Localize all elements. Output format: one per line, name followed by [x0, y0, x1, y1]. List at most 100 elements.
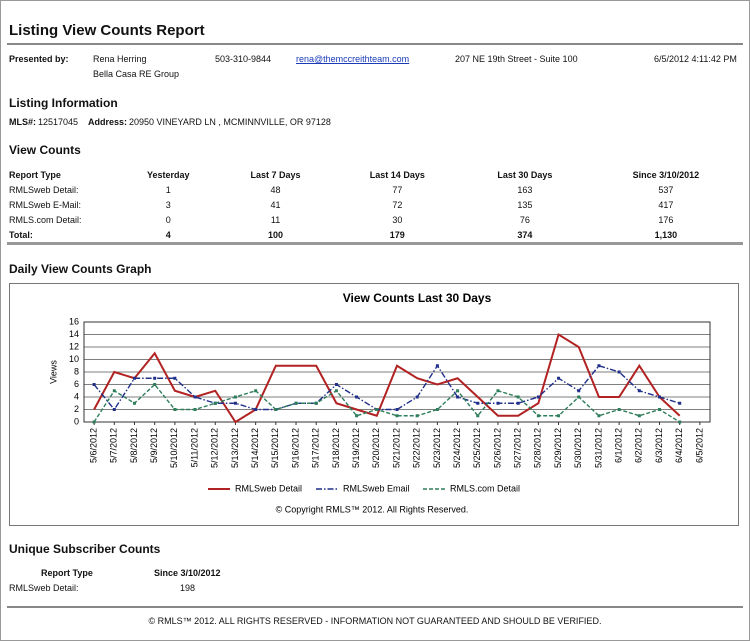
x-tick-label: 5/18/2012 — [331, 428, 341, 468]
section-title: View Counts — [9, 143, 81, 157]
table-cell: 0 — [165, 214, 171, 225]
table-cell: RMLS.com Detail: — [9, 214, 82, 225]
presenter-phone: 503-310-9844 — [215, 54, 272, 64]
point-marker — [193, 395, 197, 399]
point-marker — [92, 420, 96, 424]
point-marker — [637, 389, 641, 393]
presenter-label: Presented by: — [9, 54, 69, 64]
point-marker — [617, 370, 621, 374]
table-cell: 1,130 — [588, 227, 743, 245]
point-marker — [132, 401, 136, 405]
x-tick-label: 5/11/2012 — [189, 428, 199, 467]
point-marker — [435, 364, 439, 368]
point-marker — [355, 414, 359, 418]
x-tick-label: 6/4/2012 — [674, 428, 684, 463]
point-marker — [92, 383, 96, 386]
x-tick-label: 5/25/2012 — [472, 428, 482, 468]
y-tick-label: 14 — [69, 329, 79, 339]
chart-title: View Counts Last 30 Days — [343, 291, 492, 305]
table-row: Total: 4 100 179 374 1,130 — [7, 227, 743, 245]
y-axis-label: Views — [48, 360, 58, 384]
y-tick-label: 16 — [69, 316, 79, 326]
point-marker — [536, 414, 540, 418]
y-tick-label: 8 — [74, 366, 79, 376]
point-marker — [375, 408, 379, 411]
point-marker — [132, 376, 136, 380]
report-title: Listing View Counts Report — [9, 22, 205, 39]
table-row: RMLSweb Detail: 1 48 77 163 537 — [7, 182, 743, 197]
y-tick-label: 2 — [74, 404, 79, 414]
table-cell: 48 — [270, 184, 281, 195]
x-tick-label: 5/13/2012 — [230, 428, 240, 468]
table-cell: RMLSweb E-Mail: — [9, 199, 82, 210]
chart: View Counts Last 30 Days Views 0 2 4 6 8 10 12 14… — [48, 291, 711, 514]
point-marker — [314, 401, 318, 405]
y-tick-label: 6 — [74, 379, 79, 389]
chart-frame: View Counts Last 30 Days Views 0 2 4 6 8 10 12 14… — [9, 283, 739, 526]
view-counts-table: Report Type Yesterday Last 7 Days Last 14 D… — [7, 167, 743, 245]
table-cell: 30 — [392, 214, 403, 225]
x-tick-label: 5/15/2012 — [270, 428, 280, 468]
table-cell: 41 — [270, 199, 281, 210]
x-tick-label: 5/7/2012 — [109, 428, 119, 463]
table-cell: 417 — [658, 199, 674, 210]
point-marker — [274, 408, 278, 411]
series-line — [93, 364, 680, 411]
point-marker — [516, 395, 520, 399]
table-cell: Last 7 Days — [250, 169, 301, 180]
series-line — [93, 332, 681, 424]
point-marker — [233, 395, 237, 399]
point-marker — [193, 408, 197, 411]
table-cell: 11 — [270, 214, 281, 225]
x-tick-label: 5/23/2012 — [432, 428, 442, 468]
mls-number: 12517045 — [38, 117, 79, 127]
point-marker — [213, 401, 217, 405]
table-cell: Last 30 Days — [497, 169, 553, 180]
listing-address: 20950 VINEYARD LN , MCMINNVILLE, OR 9712… — [129, 117, 331, 127]
x-tick-label: 5/29/2012 — [553, 428, 563, 468]
presenter-email[interactable]: rena@themccreithteam.com — [296, 54, 410, 64]
table-cell: 4 — [119, 227, 218, 245]
point-marker — [617, 408, 621, 411]
legend-label: RMLS.com Detail — [450, 483, 520, 493]
table-cell: 176 — [658, 214, 674, 225]
table-cell: Total: — [7, 227, 119, 245]
x-tick-label: 5/21/2012 — [391, 428, 401, 468]
x-tick-label: 5/16/2012 — [290, 428, 300, 468]
legend-label: RMLSweb Detail — [235, 483, 302, 493]
point-marker — [112, 408, 116, 411]
x-tick-label: 5/10/2012 — [169, 428, 179, 468]
point-marker — [476, 401, 480, 405]
point-marker — [395, 414, 399, 418]
section-title: Listing Information — [9, 96, 118, 110]
x-tick-label: 5/20/2012 — [371, 428, 381, 468]
point-marker — [557, 414, 561, 418]
x-tick-label: 5/26/2012 — [492, 428, 502, 468]
point-marker — [637, 414, 641, 418]
mls-label: MLS#: — [9, 117, 36, 127]
x-tick-label: 5/12/2012 — [210, 428, 220, 468]
point-marker — [334, 383, 338, 386]
table-cell: 179 — [333, 227, 462, 245]
table-row: RMLSweb E-Mail: 3 41 72 135 417 — [7, 197, 743, 212]
report-date: 6/5/2012 4:11:42 PM — [654, 54, 737, 64]
point-marker — [153, 376, 157, 380]
point-marker — [536, 395, 540, 399]
point-marker — [577, 389, 581, 393]
point-marker — [435, 408, 439, 411]
x-tick-label: 5/30/2012 — [573, 428, 583, 468]
point-marker — [456, 395, 460, 399]
section-title: Unique Subscriber Counts — [9, 542, 161, 556]
table-cell: Report Type — [9, 169, 61, 180]
x-tick-label: 5/22/2012 — [412, 428, 422, 468]
x-tick-label: 5/14/2012 — [250, 428, 260, 468]
table-cell: 537 — [658, 184, 674, 195]
table-cell: 135 — [517, 199, 533, 210]
point-marker — [173, 408, 177, 411]
table-cell: Since 3/10/2012 — [632, 169, 700, 180]
chart-copyright: © Copyright RMLS™ 2012. All Rights Reser… — [276, 504, 469, 514]
table-row: Report Type Yesterday Last 7 Days Last 14 D… — [7, 167, 743, 182]
y-tick-label: 12 — [69, 341, 79, 351]
y-tick-label: 0 — [74, 416, 79, 426]
